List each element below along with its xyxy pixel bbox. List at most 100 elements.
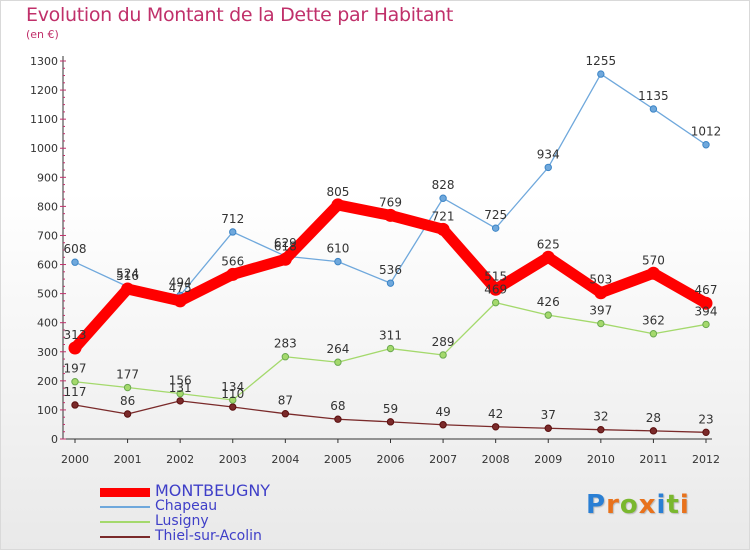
- data-point-thiel-sur-acolin: [176, 397, 184, 405]
- data-label-lusigny: 311: [379, 329, 402, 343]
- data-point-montbeugny: [646, 266, 660, 280]
- x-tick-label: 2004: [271, 453, 299, 466]
- logo-letter: r: [606, 490, 620, 520]
- data-label-montbeugny: 805: [326, 185, 349, 199]
- data-point-chapeau: [544, 163, 552, 172]
- data-point-lusigny: [281, 353, 290, 361]
- y-tick-label: 600: [37, 259, 58, 272]
- data-point-thiel-sur-acolin: [229, 403, 237, 411]
- data-label-chapeau: 524: [116, 267, 139, 281]
- data-point-lusigny: [229, 396, 237, 404]
- legend-swatch: [100, 487, 150, 497]
- data-label-montbeugny: 467: [695, 283, 718, 297]
- data-label-chapeau: 608: [64, 242, 87, 256]
- x-tick-label: 2010: [587, 453, 615, 466]
- legend-label: Lusigny: [155, 513, 209, 529]
- legend-label: MONTBEUGNY: [155, 481, 271, 500]
- y-tick-label: 900: [37, 171, 58, 184]
- y-tick-label: 1300: [30, 55, 58, 68]
- x-tick-label: 2009: [534, 453, 562, 466]
- data-label-thiel-sur-acolin: 42: [488, 407, 503, 421]
- y-tick-label: 700: [37, 229, 58, 242]
- data-label-lusigny: 394: [695, 304, 718, 318]
- logo-letter: P: [586, 490, 607, 520]
- legend-swatch: [100, 506, 150, 508]
- data-point-lusigny: [649, 330, 658, 338]
- logo-letter: i: [679, 490, 690, 520]
- logo-letter: i: [656, 490, 667, 520]
- data-point-montbeugny: [384, 208, 397, 222]
- x-tick-label: 2012: [692, 453, 720, 466]
- y-tick-label: 300: [37, 346, 58, 359]
- data-point-lusigny: [491, 298, 500, 307]
- data-point-thiel-sur-acolin: [544, 424, 552, 432]
- data-point-thiel-sur-acolin: [491, 423, 500, 431]
- data-label-chapeau: 712: [221, 212, 244, 226]
- data-label-montbeugny: 625: [537, 237, 560, 251]
- y-tick-label: 400: [37, 317, 58, 330]
- data-point-lusigny: [597, 319, 605, 328]
- data-point-lusigny: [439, 351, 447, 359]
- data-label-lusigny: 156: [169, 374, 192, 388]
- data-point-thiel-sur-acolin: [281, 410, 290, 418]
- data-point-montbeugny: [594, 286, 608, 300]
- data-point-thiel-sur-acolin: [334, 415, 342, 423]
- data-point-lusigny: [544, 311, 552, 319]
- data-label-lusigny: 264: [326, 342, 349, 356]
- data-point-montbeugny: [489, 282, 503, 296]
- data-label-montbeugny: 313: [64, 328, 87, 342]
- data-label-chapeau: 629: [274, 236, 297, 250]
- x-tick-label: 2007: [429, 453, 457, 466]
- data-point-montbeugny: [121, 282, 135, 296]
- data-point-chapeau: [71, 258, 79, 266]
- x-tick-label: 2000: [61, 453, 89, 466]
- data-label-thiel-sur-acolin: 86: [120, 394, 135, 408]
- data-label-thiel-sur-acolin: 37: [541, 408, 556, 422]
- data-label-montbeugny: 769: [379, 195, 402, 209]
- data-label-montbeugny: 503: [589, 273, 612, 287]
- data-point-montbeugny: [278, 252, 292, 266]
- logo-letter: o: [619, 490, 639, 520]
- data-point-thiel-sur-acolin: [702, 428, 710, 437]
- y-tick-label: 100: [37, 404, 58, 417]
- data-point-chapeau: [229, 228, 237, 236]
- data-point-montbeugny: [226, 267, 240, 281]
- proxiti-logo: Proxiti: [586, 490, 690, 520]
- data-label-montbeugny: 566: [221, 254, 244, 268]
- data-point-lusigny: [176, 389, 184, 398]
- data-label-chapeau: 536: [379, 263, 402, 277]
- data-point-lusigny: [71, 378, 79, 386]
- data-label-chapeau: 725: [484, 208, 507, 222]
- data-label-thiel-sur-acolin: 49: [435, 405, 450, 419]
- x-tick-label: 2006: [377, 453, 405, 466]
- legend-label: Thiel-sur-Acolin: [155, 528, 262, 544]
- data-label-chapeau: 1255: [586, 54, 617, 68]
- data-label-lusigny: 397: [589, 304, 612, 318]
- data-label-montbeugny: 570: [642, 253, 665, 267]
- data-point-thiel-sur-acolin: [439, 421, 447, 429]
- data-point-thiel-sur-acolin: [71, 401, 79, 409]
- data-label-thiel-sur-acolin: 131: [169, 381, 192, 395]
- chart-subtitle: (en €): [26, 28, 59, 41]
- data-label-thiel-sur-acolin: 87: [278, 394, 293, 408]
- data-label-lusigny: 426: [537, 295, 560, 309]
- x-tick-label: 2003: [219, 453, 247, 466]
- data-label-thiel-sur-acolin: 117: [64, 385, 87, 399]
- data-label-montbeugny: 475: [169, 281, 192, 295]
- y-tick-label: 1000: [30, 142, 58, 155]
- data-label-chapeau: 494: [169, 275, 192, 289]
- y-tick-label: 1100: [30, 113, 58, 126]
- data-label-montbeugny: 515: [484, 269, 507, 283]
- data-label-montbeugny: 618: [274, 239, 297, 253]
- data-point-lusigny: [123, 383, 132, 392]
- x-tick-label: 2005: [324, 453, 352, 466]
- data-point-montbeugny: [436, 222, 450, 236]
- data-label-thiel-sur-acolin: 59: [383, 402, 398, 416]
- data-label-thiel-sur-acolin: 68: [330, 399, 345, 413]
- y-tick-label: 200: [37, 375, 58, 388]
- data-point-thiel-sur-acolin: [649, 427, 658, 435]
- legend-label: Chapeau: [155, 498, 218, 514]
- data-label-thiel-sur-acolin: 28: [646, 411, 661, 425]
